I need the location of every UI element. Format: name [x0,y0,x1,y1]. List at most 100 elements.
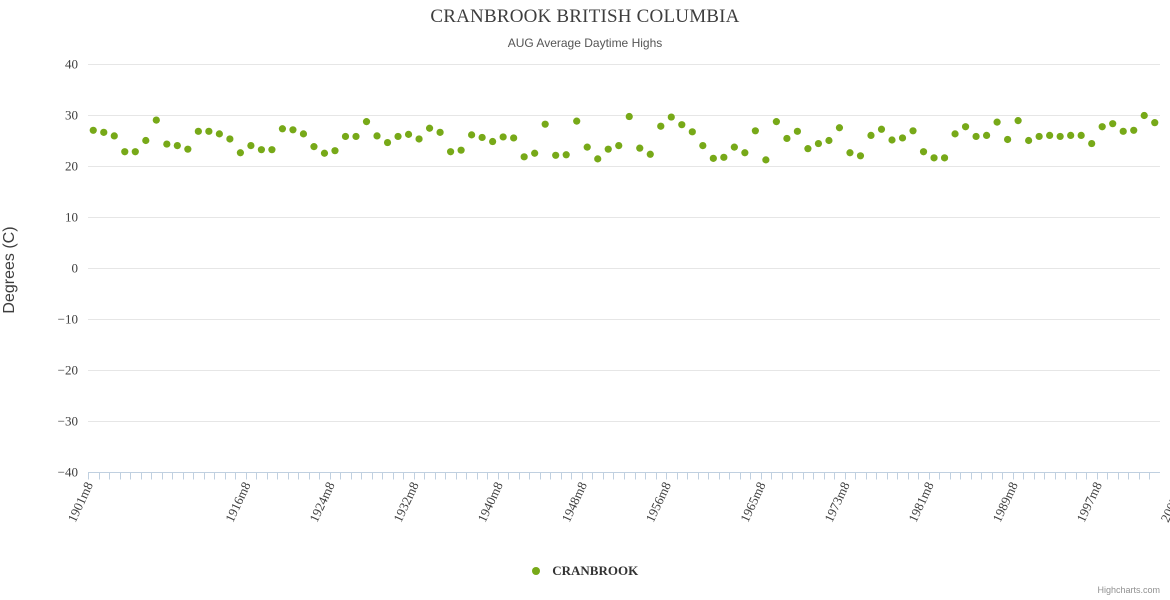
data-point[interactable] [1077,131,1085,139]
data-point[interactable] [394,132,402,141]
data-point[interactable] [341,132,350,141]
data-point[interactable] [331,147,339,155]
data-point[interactable] [625,112,633,121]
legend-item-cranbrook[interactable]: CRANBROOK [531,563,638,579]
data-point[interactable] [636,144,644,152]
data-point[interactable] [888,136,896,144]
data-point[interactable] [510,134,518,142]
data-point[interactable] [131,148,139,156]
data-point[interactable] [657,122,665,130]
data-point[interactable] [257,146,266,154]
data-point[interactable] [909,127,917,135]
data-point[interactable] [268,146,276,154]
data-point[interactable] [919,148,928,156]
data-point[interactable] [583,143,591,151]
data-point[interactable] [688,128,696,136]
data-point[interactable] [1130,126,1138,134]
data-point[interactable] [982,131,991,139]
data-point[interactable] [793,127,802,135]
data-point[interactable] [898,134,907,142]
data-point[interactable] [226,135,234,143]
data-point[interactable] [247,142,255,150]
data-point[interactable] [531,149,539,157]
data-point[interactable] [678,121,686,129]
data-point[interactable] [100,128,108,136]
data-point[interactable] [352,132,360,141]
data-point[interactable] [741,149,749,157]
data-point[interactable] [110,132,118,140]
data-point[interactable] [320,149,329,157]
data-point[interactable] [415,135,423,143]
data-point[interactable] [961,123,970,131]
data-point[interactable] [404,130,413,138]
data-point[interactable] [720,153,728,161]
data-point[interactable] [489,137,497,146]
data-point[interactable] [814,139,823,148]
data-point[interactable] [373,132,381,140]
credits-link[interactable]: Highcharts.com [1097,585,1160,595]
data-point[interactable] [1067,131,1075,139]
data-point[interactable] [751,127,759,135]
data-point[interactable] [594,155,602,163]
data-point[interactable] [1109,120,1117,128]
data-point[interactable] [362,118,371,126]
data-point[interactable] [709,154,717,162]
data-point[interactable] [499,133,507,141]
data-point[interactable] [667,113,675,121]
data-point[interactable] [825,136,833,145]
data-point[interactable] [436,128,444,136]
data-point[interactable] [615,142,623,150]
data-point[interactable] [846,149,854,157]
data-point[interactable] [468,131,476,139]
data-point[interactable] [236,149,244,157]
data-point[interactable] [1119,127,1127,135]
data-point[interactable] [163,140,171,148]
data-series-cranbrook[interactable] [89,111,1159,164]
data-point[interactable] [173,142,181,150]
data-point[interactable] [194,127,202,135]
data-point[interactable] [89,126,97,134]
data-point[interactable] [699,142,707,150]
data-point[interactable] [299,130,308,138]
data-point[interactable] [783,134,791,143]
data-point[interactable] [867,131,875,139]
data-point[interactable] [121,148,129,156]
data-point[interactable] [573,117,581,125]
data-point[interactable] [762,156,770,164]
data-point[interactable] [446,148,455,156]
data-point[interactable] [142,136,150,145]
data-point[interactable] [1025,136,1033,145]
data-point[interactable] [1088,139,1096,148]
data-point[interactable] [1014,117,1022,125]
data-point[interactable] [478,133,486,142]
data-point[interactable] [1140,111,1148,120]
data-point[interactable] [1046,131,1054,139]
data-point[interactable] [835,124,844,132]
data-point[interactable] [940,154,949,162]
data-point[interactable] [152,116,160,124]
data-point[interactable] [310,143,318,151]
data-point[interactable] [215,130,223,138]
data-point[interactable] [457,146,465,154]
data-point[interactable] [425,124,434,132]
data-point[interactable] [1004,135,1012,144]
data-point[interactable] [772,118,780,126]
data-point[interactable] [930,154,938,162]
data-point[interactable] [552,151,560,159]
data-point[interactable] [951,130,959,138]
data-point[interactable] [730,143,738,151]
data-point[interactable] [993,118,1001,126]
data-point[interactable] [1098,123,1106,131]
data-point[interactable] [520,153,528,161]
data-point[interactable] [604,145,612,153]
data-point[interactable] [804,145,812,153]
data-point[interactable] [972,132,980,141]
data-point[interactable] [205,127,213,135]
data-point[interactable] [1151,119,1159,127]
data-point[interactable] [278,125,287,133]
data-point[interactable] [289,126,297,134]
data-point[interactable] [646,150,654,158]
data-point[interactable] [562,151,570,159]
data-point[interactable] [1056,132,1064,141]
data-point[interactable] [1035,132,1043,141]
